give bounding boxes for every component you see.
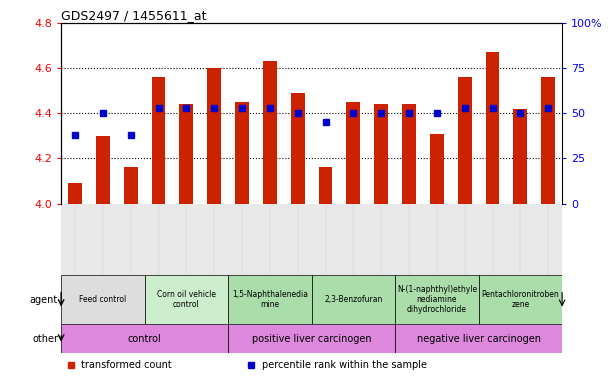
Bar bbox=[458, 77, 472, 204]
Text: transformed count: transformed count bbox=[81, 360, 172, 371]
Text: N-(1-naphthyl)ethyle
nediamine
dihydrochloride: N-(1-naphthyl)ethyle nediamine dihydroch… bbox=[397, 285, 477, 314]
Text: control: control bbox=[128, 334, 161, 344]
Bar bbox=[235, 102, 249, 204]
Bar bbox=[395, 324, 562, 353]
Bar bbox=[318, 167, 332, 204]
Bar bbox=[430, 134, 444, 204]
Bar bbox=[395, 275, 478, 324]
Bar bbox=[374, 104, 388, 204]
Text: 1,5-Naphthalenedia
mine: 1,5-Naphthalenedia mine bbox=[232, 290, 308, 309]
Bar bbox=[312, 275, 395, 324]
Bar bbox=[180, 104, 193, 204]
Bar bbox=[291, 93, 305, 204]
Text: other: other bbox=[32, 334, 58, 344]
Bar bbox=[346, 102, 360, 204]
Bar bbox=[152, 77, 166, 204]
Bar bbox=[513, 109, 527, 204]
Bar bbox=[68, 183, 82, 204]
Text: agent: agent bbox=[30, 295, 58, 305]
Text: GDS2497 / 1455611_at: GDS2497 / 1455611_at bbox=[61, 9, 207, 22]
Text: Pentachloronitroben
zene: Pentachloronitroben zene bbox=[481, 290, 559, 309]
Bar bbox=[478, 275, 562, 324]
Bar bbox=[486, 52, 500, 204]
Text: Feed control: Feed control bbox=[79, 295, 126, 304]
Bar bbox=[541, 77, 555, 204]
Bar bbox=[145, 275, 228, 324]
Bar bbox=[263, 61, 277, 204]
Text: 2,3-Benzofuran: 2,3-Benzofuran bbox=[324, 295, 382, 304]
Bar bbox=[228, 324, 395, 353]
Bar bbox=[61, 275, 145, 324]
Bar bbox=[96, 136, 110, 204]
Text: negative liver carcinogen: negative liver carcinogen bbox=[417, 334, 541, 344]
Text: positive liver carcinogen: positive liver carcinogen bbox=[252, 334, 371, 344]
Bar bbox=[61, 324, 228, 353]
Text: Corn oil vehicle
control: Corn oil vehicle control bbox=[157, 290, 216, 309]
Bar bbox=[123, 167, 137, 204]
Text: percentile rank within the sample: percentile rank within the sample bbox=[262, 360, 426, 371]
Bar bbox=[228, 275, 312, 324]
Bar bbox=[402, 104, 416, 204]
Bar bbox=[207, 68, 221, 204]
